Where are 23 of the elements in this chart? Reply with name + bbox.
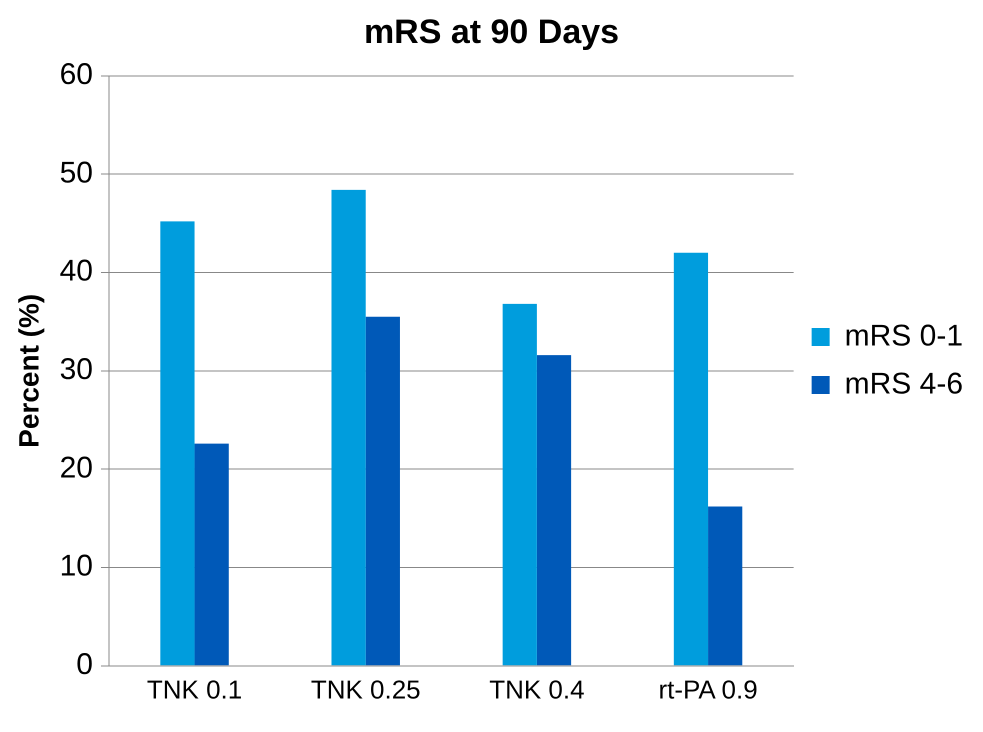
x-tick-label: TNK 0.25	[310, 674, 421, 705]
x-tick-label: TNK 0.1	[146, 674, 242, 705]
bar	[160, 221, 195, 666]
bar	[194, 444, 229, 666]
chart-title: mRS at 90 Days	[364, 12, 620, 51]
legend-label: mRS 4-6	[844, 367, 963, 400]
y-axis-title: Percent (%)	[14, 294, 45, 448]
y-tick-label: 50	[60, 156, 93, 190]
bar	[502, 304, 537, 666]
y-tick-label: 10	[60, 550, 93, 583]
y-tick-label: 40	[60, 254, 93, 288]
y-tick-label: 0	[76, 648, 93, 682]
bar	[674, 252, 708, 666]
x-tick-label: rt-PA 0.9	[658, 674, 758, 705]
y-tick-label: 20	[60, 451, 93, 484]
bar	[366, 316, 400, 666]
bar	[708, 506, 742, 666]
bar	[536, 355, 572, 666]
legend-label: mRS 0-1	[844, 319, 963, 352]
y-tick-label: 60	[60, 58, 93, 92]
bar	[331, 190, 366, 666]
x-tick-label: TNK 0.4	[489, 674, 585, 705]
y-tick-label: 30	[60, 353, 93, 386]
